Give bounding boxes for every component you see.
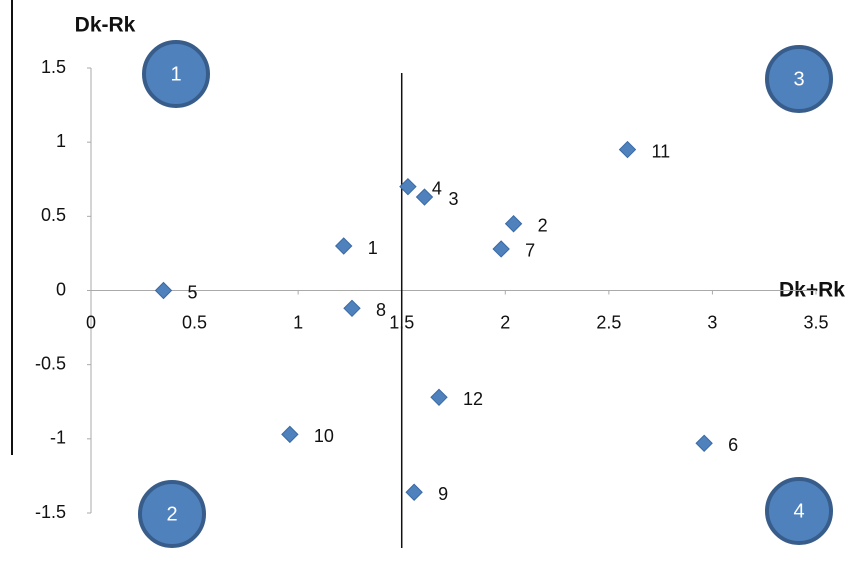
y-tick-label: -0.5 bbox=[35, 353, 66, 373]
point-label: 11 bbox=[652, 141, 671, 161]
y-tick-label: 1.5 bbox=[41, 57, 66, 77]
data-point bbox=[695, 434, 713, 452]
x-tick-label: 2.5 bbox=[596, 312, 621, 332]
data-point bbox=[399, 177, 417, 196]
x-tick-label: 2 bbox=[500, 312, 510, 332]
x-tick-label: 3.5 bbox=[803, 312, 828, 332]
point-label: 4 bbox=[432, 178, 442, 198]
data-point bbox=[154, 281, 173, 300]
x-tick-label: 0.5 bbox=[182, 312, 207, 332]
quadrant-label: 2 bbox=[166, 503, 177, 525]
data-point bbox=[492, 240, 510, 258]
quadrant-badge bbox=[138, 480, 206, 548]
x-tick-label: 1 bbox=[293, 312, 303, 332]
y-tick-label: 0.5 bbox=[41, 205, 66, 225]
quadrant-label: 1 bbox=[170, 63, 181, 85]
data-point bbox=[281, 425, 299, 444]
point-label: 2 bbox=[538, 216, 548, 236]
point-label: 5 bbox=[188, 282, 198, 302]
point-label: 12 bbox=[463, 389, 483, 409]
y-tick-label: 0 bbox=[56, 279, 66, 299]
point-label: 3 bbox=[449, 189, 459, 209]
point-label: 7 bbox=[525, 241, 535, 261]
x-tick-label: 0 bbox=[86, 312, 96, 332]
data-point bbox=[504, 215, 523, 233]
data-point bbox=[405, 483, 423, 501]
point-label: 9 bbox=[438, 484, 448, 504]
quadrant-label: 3 bbox=[793, 68, 804, 90]
quadrant-label: 4 bbox=[793, 500, 804, 522]
y-tick-label: -1 bbox=[50, 428, 66, 448]
quadrant-badge bbox=[765, 45, 833, 113]
data-point bbox=[343, 299, 361, 318]
data-point bbox=[335, 237, 353, 255]
y-tick-label: -1.5 bbox=[35, 502, 66, 522]
x-tick-label: 3 bbox=[707, 312, 717, 332]
data-point bbox=[430, 388, 448, 407]
data-point bbox=[415, 188, 434, 206]
point-label: 10 bbox=[314, 426, 334, 446]
y-tick-label: 1 bbox=[56, 131, 66, 151]
quadrant-badge bbox=[765, 477, 833, 545]
point-label: 1 bbox=[368, 238, 378, 258]
quadrant-badge bbox=[142, 40, 210, 108]
point-label: 8 bbox=[376, 300, 386, 320]
y-axis-title: Dk-Rk bbox=[75, 14, 136, 37]
point-label: 6 bbox=[728, 435, 738, 455]
data-point bbox=[618, 140, 637, 159]
